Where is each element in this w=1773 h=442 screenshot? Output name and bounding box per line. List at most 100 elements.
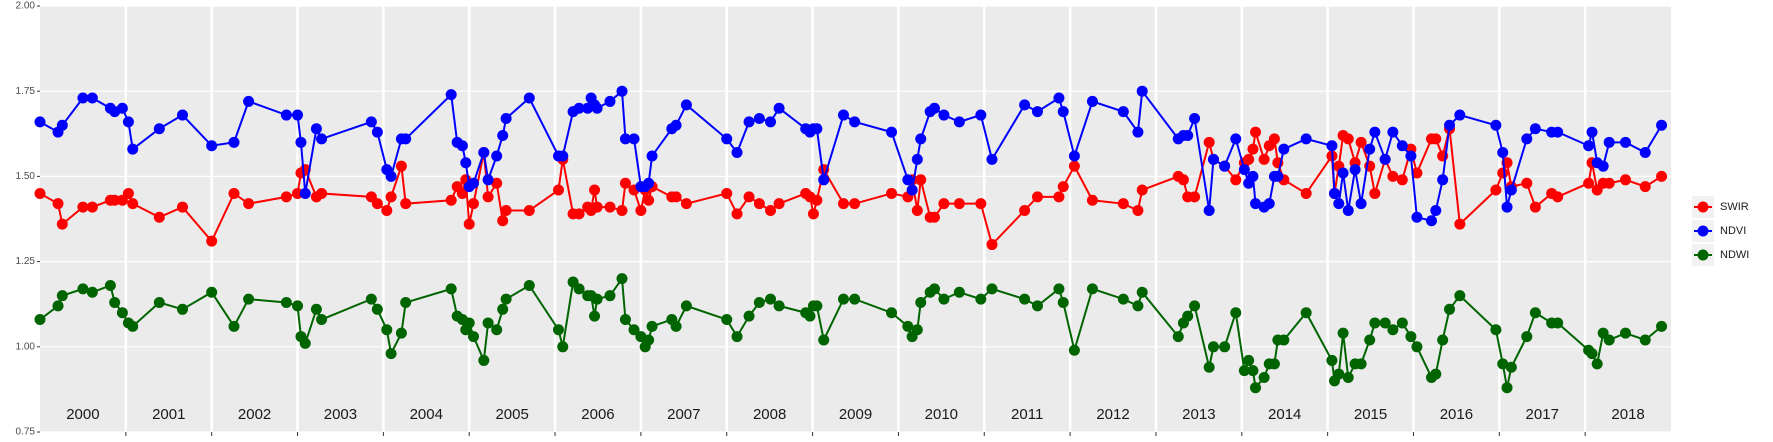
data-point: [206, 235, 218, 247]
data-point: [1521, 331, 1533, 343]
data-point: [109, 296, 121, 308]
data-point: [1086, 194, 1098, 206]
data-point: [911, 153, 923, 165]
data-point: [928, 283, 940, 295]
data-point: [292, 187, 304, 199]
data-point: [316, 133, 328, 145]
data-point: [371, 198, 383, 210]
data-point: [849, 198, 861, 210]
data-point: [468, 331, 480, 343]
data-point: [604, 95, 616, 107]
data-point: [1258, 371, 1270, 383]
data-point: [1505, 361, 1517, 373]
data-point: [500, 293, 512, 305]
data-point: [456, 187, 468, 199]
data-point: [911, 204, 923, 216]
data-point: [731, 208, 743, 220]
data-point: [1326, 140, 1338, 152]
legend-label: SWIR: [1720, 201, 1749, 213]
data-point: [280, 191, 292, 203]
data-point: [1586, 126, 1598, 138]
year-label: 2014: [1268, 406, 1301, 423]
data-point: [911, 324, 923, 336]
data-point: [1247, 365, 1259, 377]
data-point: [122, 187, 134, 199]
data-point: [1430, 133, 1442, 145]
data-point: [86, 92, 98, 104]
year-label: 2006: [581, 406, 614, 423]
data-point: [1505, 184, 1517, 196]
data-point: [400, 198, 412, 210]
data-point: [1182, 310, 1194, 322]
data-point: [986, 283, 998, 295]
year-label: 2007: [667, 406, 700, 423]
data-point: [1203, 361, 1215, 373]
data-point: [1337, 167, 1349, 179]
plot-panel: [40, 6, 1671, 432]
data-point: [811, 300, 823, 312]
data-point: [1250, 198, 1262, 210]
data-point: [1117, 198, 1129, 210]
data-point: [938, 198, 950, 210]
data-point: [721, 314, 733, 326]
data-point: [52, 198, 64, 210]
data-point: [557, 150, 569, 162]
data-point: [1369, 317, 1381, 329]
data-point: [1501, 382, 1513, 394]
year-label: 2005: [495, 406, 528, 423]
data-point: [886, 307, 898, 319]
data-point: [1497, 167, 1509, 179]
data-point: [765, 116, 777, 128]
data-point: [670, 320, 682, 332]
data-point: [1387, 126, 1399, 138]
data-point: [445, 89, 457, 101]
data-point: [381, 204, 393, 216]
data-point: [292, 109, 304, 121]
data-point: [1132, 300, 1144, 312]
data-point: [1369, 187, 1381, 199]
data-point: [643, 194, 655, 206]
data-point: [1136, 184, 1148, 196]
data-point: [837, 293, 849, 305]
data-point: [886, 126, 898, 138]
year-label: 2000: [66, 406, 99, 423]
data-point: [292, 300, 304, 312]
data-point: [604, 290, 616, 302]
y-tick-label: 1.00: [16, 341, 36, 352]
year-label: 2016: [1440, 406, 1473, 423]
data-point: [1405, 331, 1417, 343]
data-point: [1379, 153, 1391, 165]
data-point: [299, 187, 311, 199]
data-point: [482, 174, 494, 186]
data-point: [1529, 201, 1541, 213]
data-point: [1250, 126, 1262, 138]
data-point: [463, 218, 475, 230]
year-label: 2010: [925, 406, 958, 423]
data-point: [552, 184, 564, 196]
data-point: [243, 293, 255, 305]
data-point: [1411, 341, 1423, 353]
data-point: [86, 201, 98, 213]
data-point: [1272, 170, 1284, 182]
data-point: [463, 317, 475, 329]
data-point: [906, 184, 918, 196]
data-point: [500, 204, 512, 216]
data-point: [1437, 174, 1449, 186]
data-point: [116, 102, 128, 114]
data-point: [1656, 119, 1668, 131]
data-point: [523, 92, 535, 104]
data-point: [1300, 307, 1312, 319]
data-point: [1031, 191, 1043, 203]
data-point: [153, 123, 165, 135]
data-point: [122, 116, 134, 128]
data-point: [1411, 211, 1423, 223]
data-point: [1521, 133, 1533, 145]
data-point: [1497, 147, 1509, 159]
data-point: [395, 160, 407, 172]
data-point: [1355, 198, 1367, 210]
data-point: [1620, 136, 1632, 148]
data-point: [77, 283, 89, 295]
year-label: 2013: [1182, 406, 1215, 423]
data-point: [371, 303, 383, 315]
